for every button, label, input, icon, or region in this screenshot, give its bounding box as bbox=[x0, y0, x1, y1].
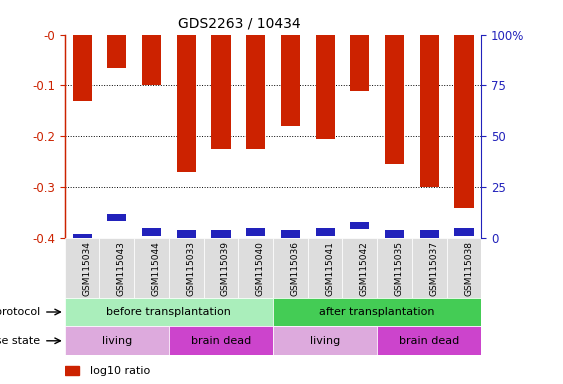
Bar bbox=[65, 238, 100, 298]
Bar bbox=[420, 230, 439, 238]
Bar bbox=[212, 230, 230, 238]
Text: GSM115038: GSM115038 bbox=[464, 241, 473, 296]
Bar bbox=[142, 228, 161, 235]
Bar bbox=[108, 35, 126, 68]
Bar bbox=[65, 366, 79, 375]
Bar bbox=[246, 35, 265, 149]
Text: GSM115043: GSM115043 bbox=[117, 241, 126, 296]
Bar bbox=[177, 230, 196, 238]
Bar bbox=[342, 238, 377, 298]
Text: GSM115042: GSM115042 bbox=[360, 241, 369, 296]
Bar bbox=[420, 35, 439, 187]
Bar bbox=[377, 238, 412, 298]
Bar bbox=[454, 228, 473, 235]
Bar bbox=[142, 35, 161, 86]
Bar bbox=[385, 35, 404, 164]
Text: living: living bbox=[310, 336, 340, 346]
Bar bbox=[134, 238, 169, 298]
Bar bbox=[65, 326, 169, 355]
Text: brain dead: brain dead bbox=[191, 336, 251, 346]
Bar bbox=[212, 35, 230, 149]
Bar bbox=[108, 214, 126, 221]
Bar bbox=[273, 326, 377, 355]
Text: brain dead: brain dead bbox=[399, 336, 459, 346]
Text: GSM115035: GSM115035 bbox=[395, 241, 404, 296]
Text: GSM115044: GSM115044 bbox=[151, 241, 160, 296]
Bar bbox=[412, 238, 446, 298]
Text: disease state: disease state bbox=[0, 336, 41, 346]
Text: GSM115040: GSM115040 bbox=[256, 241, 265, 296]
Text: GSM115039: GSM115039 bbox=[221, 241, 230, 296]
Bar bbox=[273, 238, 308, 298]
Bar bbox=[385, 230, 404, 238]
Bar bbox=[100, 238, 134, 298]
Bar bbox=[316, 228, 334, 235]
Text: living: living bbox=[102, 336, 132, 346]
Text: before transplantation: before transplantation bbox=[106, 307, 231, 317]
Bar bbox=[454, 35, 473, 208]
Bar bbox=[238, 238, 273, 298]
Bar bbox=[169, 238, 204, 298]
Bar bbox=[281, 230, 300, 238]
Bar bbox=[377, 326, 481, 355]
Bar bbox=[308, 238, 342, 298]
Bar bbox=[273, 298, 481, 326]
Text: after transplantation: after transplantation bbox=[319, 307, 435, 317]
Bar bbox=[169, 326, 273, 355]
Text: log10 ratio: log10 ratio bbox=[90, 366, 150, 376]
Bar bbox=[350, 35, 369, 91]
Bar bbox=[65, 298, 273, 326]
Text: GSM115041: GSM115041 bbox=[325, 241, 334, 296]
Bar bbox=[204, 238, 238, 298]
Title: GDS2263 / 10434: GDS2263 / 10434 bbox=[178, 17, 301, 31]
Text: GSM115037: GSM115037 bbox=[430, 241, 438, 296]
Text: GSM115036: GSM115036 bbox=[291, 241, 300, 296]
Text: GSM115034: GSM115034 bbox=[82, 241, 91, 296]
Bar bbox=[177, 35, 196, 172]
Bar bbox=[246, 228, 265, 235]
Bar bbox=[446, 238, 481, 298]
Bar bbox=[281, 35, 300, 126]
Text: protocol: protocol bbox=[0, 307, 41, 317]
Bar bbox=[73, 234, 92, 242]
Bar bbox=[350, 222, 369, 229]
Text: GSM115033: GSM115033 bbox=[186, 241, 195, 296]
Bar bbox=[316, 35, 334, 139]
Bar bbox=[73, 35, 92, 101]
